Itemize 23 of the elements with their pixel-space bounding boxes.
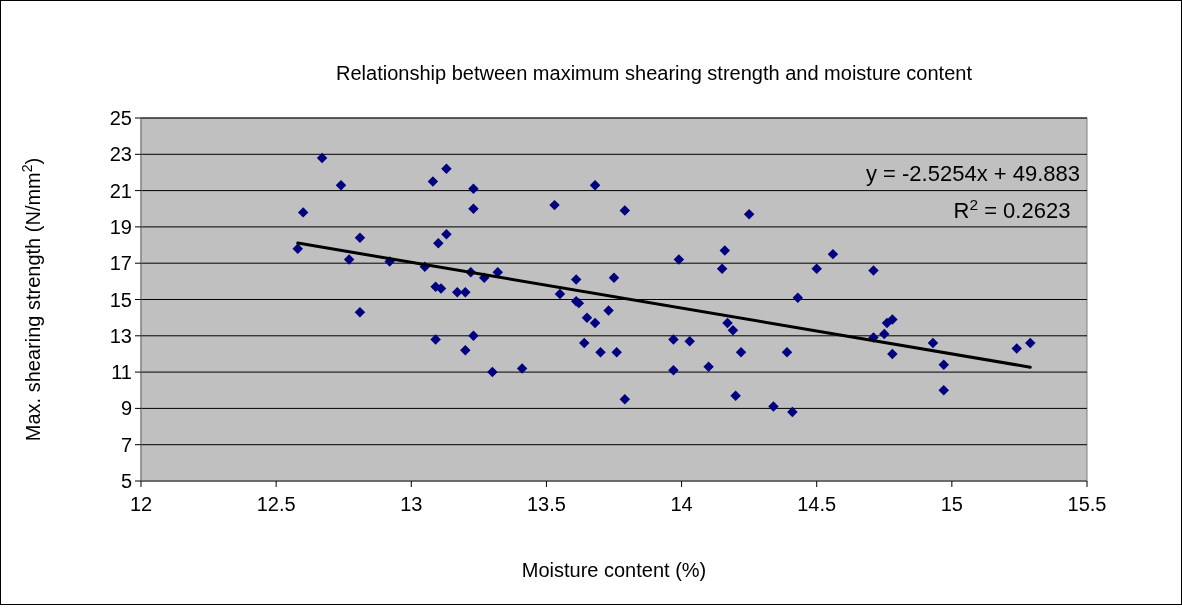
y-tick-label: 23 <box>109 143 132 166</box>
x-tick-label: 13.5 <box>526 493 566 515</box>
x-tick-label: 12.5 <box>256 493 296 515</box>
y-tick-label: 21 <box>109 179 132 202</box>
y-tick-label: 17 <box>109 252 132 275</box>
x-tick-label: 12 <box>129 493 153 515</box>
annotation: y = -2.5254x + 49.883 <box>865 161 1080 186</box>
y-tick-label: 11 <box>111 361 132 384</box>
y-tick-label: 5 <box>120 470 132 492</box>
x-tick-label: 14.5 <box>797 493 837 515</box>
y-tick-label: 25 <box>109 107 132 129</box>
y-tick-label: 7 <box>120 433 132 456</box>
x-tick-label: 15 <box>940 493 963 515</box>
x-axis-title: Moisture content (%) <box>521 559 707 581</box>
annotation: R$^{2}$ = 0.2623 <box>953 195 1071 223</box>
x-tick-label: 14 <box>670 493 693 515</box>
y-tick-label: 9 <box>120 397 132 420</box>
y-tick-label: 13 <box>109 324 132 347</box>
chart-title: Relationship between maximum shearing strength and moisture content <box>336 62 973 84</box>
x-tick-label: 15.5 <box>1067 493 1107 515</box>
y-tick-label: 19 <box>109 215 132 238</box>
x-tick-label: 13 <box>400 493 423 515</box>
y-tick-label: 15 <box>109 288 132 311</box>
